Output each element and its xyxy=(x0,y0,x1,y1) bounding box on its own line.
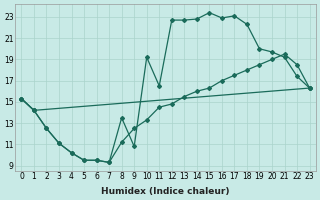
X-axis label: Humidex (Indice chaleur): Humidex (Indice chaleur) xyxy=(101,187,230,196)
